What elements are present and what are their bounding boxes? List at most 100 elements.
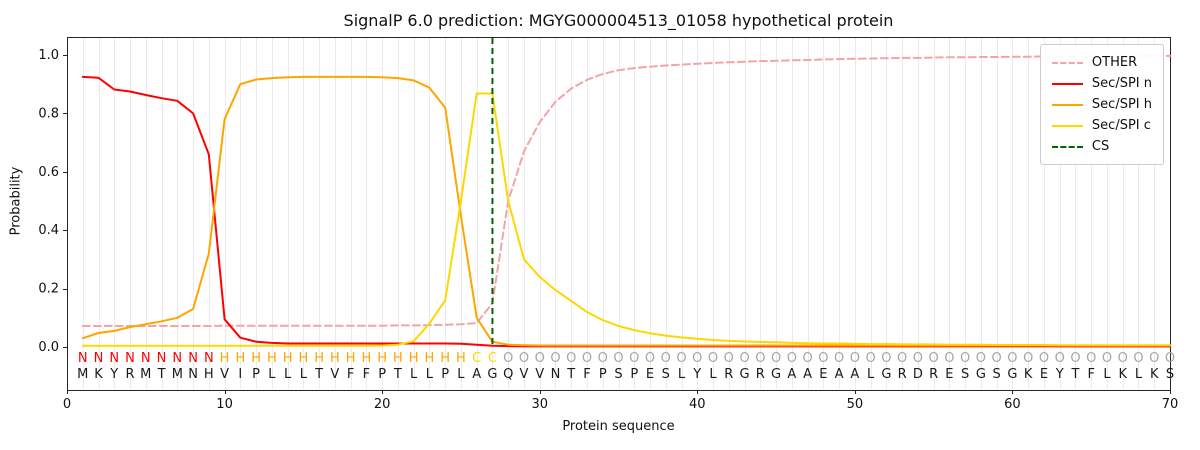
svg-text:O: O [1086,351,1096,366]
svg-text:O: O [881,351,891,366]
svg-text:N: N [188,351,198,366]
svg-text:N: N [141,351,151,366]
axis-ticks [63,55,1171,394]
svg-text:S: S [1166,367,1174,382]
svg-text:Q: Q [503,367,513,382]
svg-text:L: L [457,367,465,382]
svg-text:T: T [1070,367,1079,382]
svg-text:F: F [363,367,370,382]
svg-text:K: K [1150,367,1159,382]
svg-text:N: N [204,351,214,366]
svg-text:F: F [347,367,354,382]
svg-text:H: H [346,351,356,366]
svg-text:0.8: 0.8 [38,106,59,121]
svg-text:F: F [1087,367,1094,382]
svg-text:V: V [520,367,529,382]
svg-text:H: H [330,351,340,366]
legend-item-other: OTHER [1051,52,1152,73]
svg-text:P: P [252,367,260,382]
svg-text:60: 60 [1004,397,1021,412]
svg-text:O: O [661,351,671,366]
svg-text:O: O [929,351,939,366]
svg-text:T: T [566,367,575,382]
svg-text:O: O [1149,351,1159,366]
svg-text:O: O [944,351,954,366]
svg-text:O: O [1070,351,1080,366]
svg-text:Y: Y [692,367,701,382]
svg-text:N: N [551,367,561,382]
svg-text:C: C [472,351,481,366]
svg-text:S: S [614,367,622,382]
svg-text:O: O [535,351,545,366]
svg-text:L: L [426,367,434,382]
x-axis-label: Protein sequence [562,419,675,434]
svg-text:O: O [818,351,828,366]
svg-text:O: O [519,351,529,366]
svg-text:G: G [1007,367,1017,382]
svg-text:O: O [897,351,907,366]
svg-text:O: O [834,351,844,366]
svg-text:N: N [125,351,135,366]
svg-text:O: O [676,351,686,366]
legend: OTHER Sec/SPI n Sec/SPI h Sec/SPI c CS [1039,44,1164,165]
svg-text:40: 40 [689,397,706,412]
svg-text:O: O [865,351,875,366]
svg-text:0.2: 0.2 [38,282,59,297]
svg-text:E: E [646,367,654,382]
svg-text:H: H [361,351,371,366]
svg-text:N: N [78,351,88,366]
svg-text:O: O [1055,351,1065,366]
svg-text:V: V [220,367,229,382]
svg-text:L: L [678,367,686,382]
svg-text:L: L [1135,367,1143,382]
svg-text:N: N [109,351,119,366]
series-line-sec-spi-h [81,75,1171,347]
svg-text:C: C [488,351,497,366]
legend-line-other [1051,61,1083,64]
svg-text:H: H [220,351,230,366]
svg-text:H: H [440,351,450,366]
svg-text:H: H [298,351,308,366]
svg-text:K: K [1118,367,1127,382]
svg-text:N: N [94,351,104,366]
svg-text:O: O [1039,351,1049,366]
svg-text:L: L [1103,367,1111,382]
svg-text:G: G [976,367,986,382]
svg-text:1.0: 1.0 [38,48,59,63]
svg-text:O: O [613,351,623,366]
svg-text:O: O [1118,351,1128,366]
svg-text:H: H [235,351,245,366]
tick-labels: 0 10 20 30 40 50 60 70 0.0 0.2 0.4 0.6 0.8 1.0 [38,48,1178,412]
svg-text:E: E [819,367,827,382]
svg-text:D: D [913,367,923,382]
legend-label-sec-spi-c: Sec/SPI c [1091,118,1151,133]
svg-text:O: O [771,351,781,366]
svg-text:L: L [284,367,292,382]
svg-text:G: G [771,367,781,382]
legend-label-sec-spi-h: Sec/SPI h [1091,97,1152,112]
svg-text:M: M [172,367,183,382]
svg-text:R: R [724,367,733,382]
svg-text:T: T [393,367,402,382]
legend-label-sec-spi-n: Sec/SPI n [1091,76,1152,91]
svg-text:A: A [472,367,481,382]
svg-text:L: L [268,367,276,382]
svg-text:I: I [238,367,242,382]
svg-text:O: O [755,351,765,366]
svg-text:10: 10 [216,397,233,412]
svg-text:O: O [1165,351,1175,366]
svg-text:Y: Y [109,367,118,382]
svg-text:P: P [378,367,386,382]
svg-text:H: H [314,351,324,366]
svg-text:P: P [441,367,449,382]
svg-text:H: H [409,351,419,366]
svg-text:M: M [77,367,88,382]
svg-text:O: O [629,351,639,366]
svg-text:O: O [582,351,592,366]
svg-text:H: H [204,367,214,382]
legend-label-other: OTHER [1091,55,1138,70]
y-axis-label: Probability [8,166,24,236]
